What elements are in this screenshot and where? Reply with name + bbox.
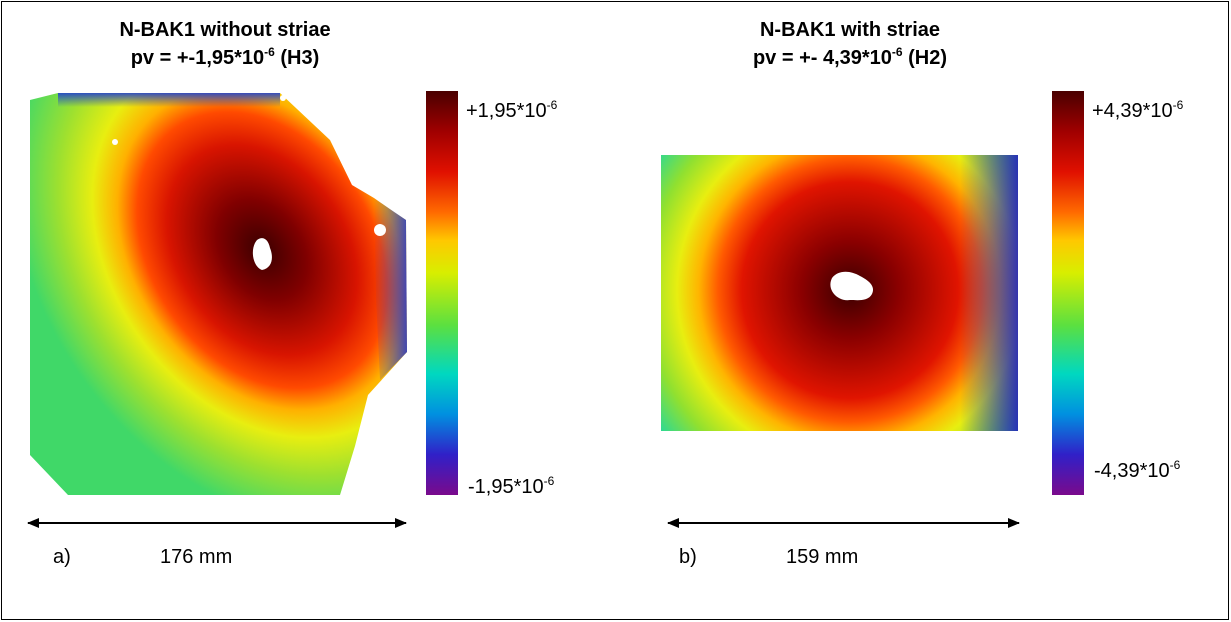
colorbar-b-min-exp: -6 (1169, 458, 1181, 472)
panel-a-title-line2: pv = +-1,95*10-6 (H3) (30, 44, 420, 72)
panel-a-title-line1: N-BAK1 without striae (119, 19, 331, 41)
deformation-map-a (30, 93, 407, 495)
panel-b-title: N-BAK1 with striae pv = +- 4,39*10-6 (H2… (655, 16, 1045, 72)
colorbar-a-max-label: +1,95*10-6 (466, 98, 558, 123)
panel-a-pv-suffix: (H3) (274, 47, 320, 69)
panel-b-pv-base: pv = +- 4,39*10 (752, 47, 892, 69)
colorbar-a-max-exp: -6 (546, 98, 558, 112)
panel-b-title-line2: pv = +- 4,39*10-6 (H2) (655, 44, 1045, 72)
colorbar-b-max-exp: -6 (1172, 98, 1184, 112)
colorbar-a-max-base: +1,95*10 (466, 100, 547, 122)
panel-b-dimension: 159 mm (786, 546, 859, 568)
colorbar-b-min-base: -4,39*10 (1094, 460, 1170, 482)
panel-b-title-line1: N-BAK1 with striae (759, 19, 941, 41)
colorbar-a-min-exp: -6 (543, 474, 555, 488)
colorbar-a (426, 91, 458, 495)
panel-a-pv-exponent: -6 (264, 45, 275, 59)
colorbar-b-min-label: -4,39*10-6 (1094, 458, 1181, 483)
colorbar-b (1052, 91, 1084, 495)
panel-a-title: N-BAK1 without striae pv = +-1,95*10-6 (… (30, 16, 420, 72)
panel-b-pv-exponent: -6 (891, 45, 903, 59)
panel-a-dimension: 176 mm (160, 546, 233, 568)
colorbar-a-min-base: -1,95*10 (468, 476, 544, 498)
panel-b-letter: b) (679, 546, 697, 568)
colorbar-a-min-label: -1,95*10-6 (468, 474, 555, 499)
colorbar-b-max-base: +4,39*10 (1092, 100, 1173, 122)
panel-a-letter: a) (53, 546, 71, 568)
panel-a-pv-base: pv = +-1,95*10 (130, 47, 265, 69)
colorbar-b-max-label: +4,39*10-6 (1092, 98, 1184, 123)
deformation-map-b (661, 155, 1018, 431)
panel-b-pv-suffix: (H2) (902, 47, 948, 69)
